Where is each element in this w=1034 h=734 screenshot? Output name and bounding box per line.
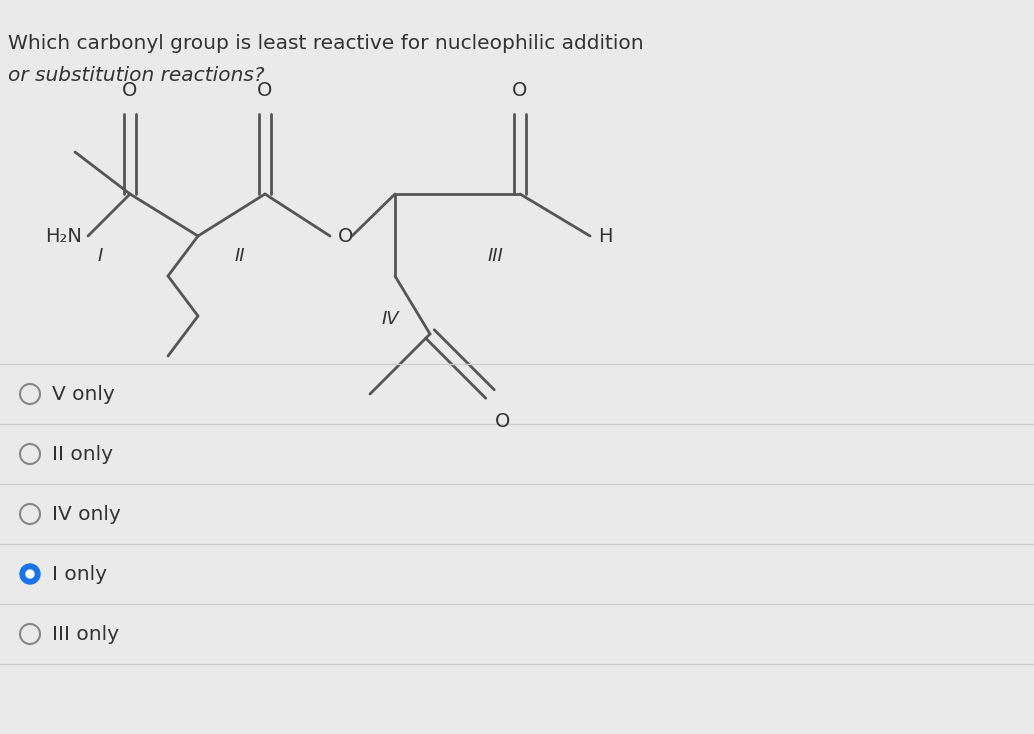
Text: Which carbonyl group is least reactive for nucleophilic addition: Which carbonyl group is least reactive f… [8,34,650,53]
Text: I: I [97,247,102,265]
Text: O: O [495,412,511,431]
Text: O: O [338,227,354,245]
Text: H: H [598,227,612,245]
Text: O: O [512,81,527,100]
Circle shape [26,570,34,578]
Text: III only: III only [52,625,119,644]
Text: IV: IV [382,310,399,328]
Text: III: III [487,247,503,265]
Text: V only: V only [52,385,115,404]
Text: I only: I only [52,564,107,584]
Text: O: O [122,81,138,100]
Text: or substitution reactions?: or substitution reactions? [8,66,265,85]
Circle shape [20,564,40,584]
Text: II only: II only [52,445,113,463]
Text: H₂N: H₂N [45,227,82,245]
Text: IV only: IV only [52,504,121,523]
Text: O: O [257,81,273,100]
Text: II: II [235,247,245,265]
